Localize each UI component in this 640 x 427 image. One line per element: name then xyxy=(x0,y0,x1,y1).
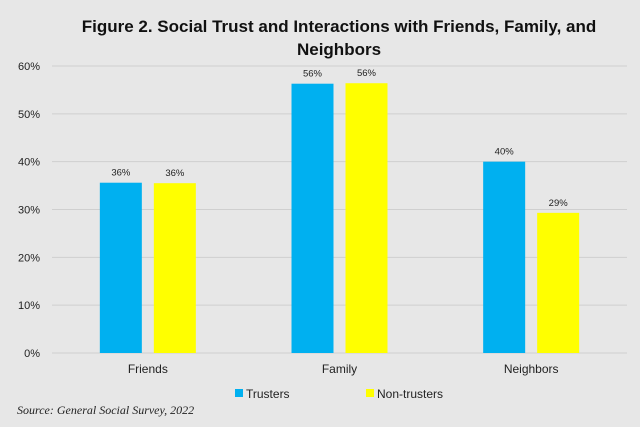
chart-title-line1: Figure 2. Social Trust and Interactions … xyxy=(82,17,597,36)
legend: Trusters Non-trusters xyxy=(235,387,443,401)
data-label: 36% xyxy=(111,168,131,179)
data-label: 36% xyxy=(165,168,185,179)
legend-label-non-trusters: Non-trusters xyxy=(377,387,443,401)
y-tick-label: 30% xyxy=(18,205,40,217)
y-tick-label: 40% xyxy=(18,157,40,169)
bar-non-trusters-neighbors xyxy=(537,212,580,353)
x-tick-label: Friends xyxy=(128,362,168,376)
legend-swatch-non-trusters xyxy=(366,389,374,397)
bar-trusters-neighbors xyxy=(483,161,526,353)
y-tick-label: 50% xyxy=(18,109,40,121)
data-label: 29% xyxy=(549,198,569,209)
y-tick-label: 0% xyxy=(24,348,40,360)
data-label: 56% xyxy=(303,69,323,80)
bar-trusters-friends xyxy=(99,182,142,353)
legend-label-trusters: Trusters xyxy=(246,387,290,401)
bar-trusters-family xyxy=(291,83,334,353)
y-tick-label: 60% xyxy=(18,61,40,73)
y-tick-label: 10% xyxy=(18,300,40,312)
x-tick-label: Neighbors xyxy=(504,362,559,376)
legend-swatch-trusters xyxy=(235,389,243,397)
x-tick-label: Family xyxy=(322,362,357,376)
data-label: 56% xyxy=(357,68,377,79)
y-tick-label: 20% xyxy=(18,252,40,264)
bar-non-trusters-friends xyxy=(153,183,196,353)
source-note: Source: General Social Survey, 2022 xyxy=(17,403,194,417)
data-label: 40% xyxy=(495,147,515,158)
bar-non-trusters-family xyxy=(345,83,388,353)
chart-title-line2: Neighbors xyxy=(297,40,381,59)
